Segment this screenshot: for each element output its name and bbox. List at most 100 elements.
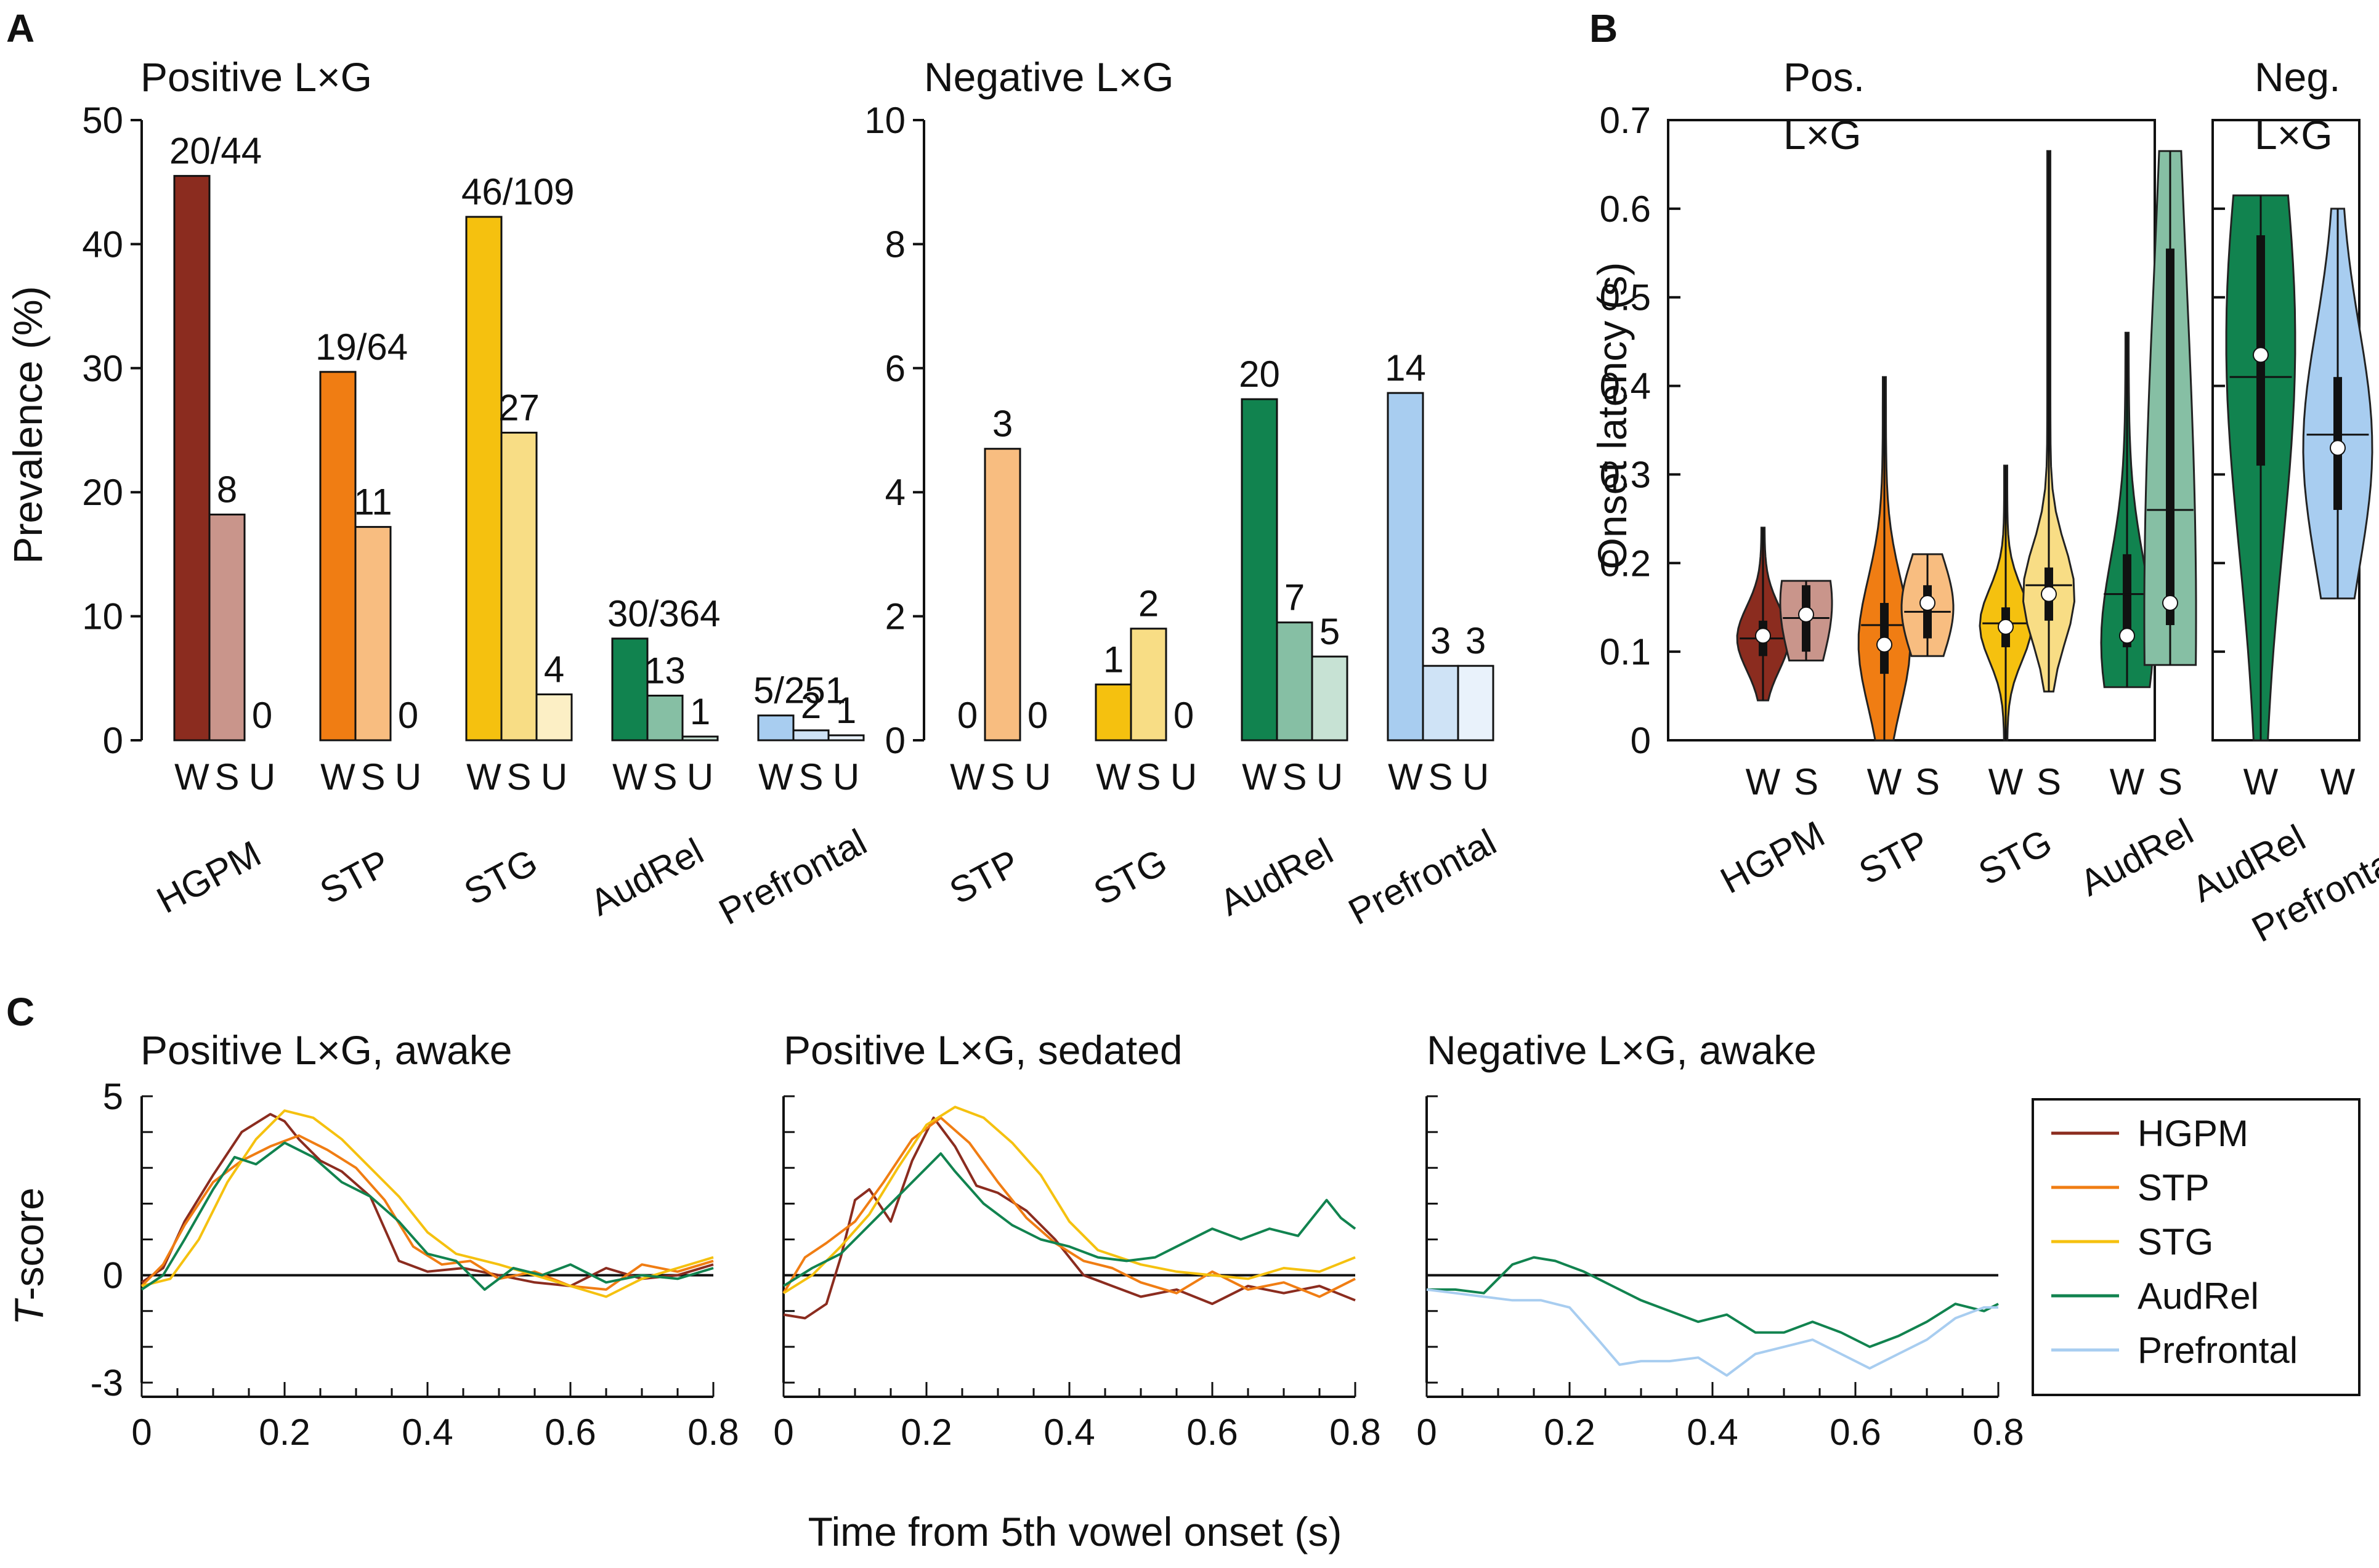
y-tick-label: 8 [885, 224, 906, 265]
panel-b-left-title-line1: Pos. [1783, 54, 1865, 100]
violin-iqr-box [2123, 554, 2131, 647]
condition-tick-label: W [1388, 756, 1423, 798]
line-series-audrel [1427, 1256, 1999, 1348]
panel-a-positive-title: Positive L×G [140, 54, 372, 100]
condition-tick-label: U [249, 756, 275, 798]
x-tick-label: 0.4 [1687, 1412, 1738, 1453]
violin-mean-dot [2162, 595, 2178, 612]
bar-value-label: 3 [1465, 620, 1486, 661]
bar-value-label: 27 [498, 387, 540, 429]
condition-tick-label: W [320, 756, 355, 798]
condition-tick-label: U [1170, 756, 1197, 798]
bar-prefrontal-u [1457, 665, 1494, 742]
bar-stg-s [500, 432, 538, 742]
x-tick-label: 0.4 [1044, 1412, 1095, 1453]
condition-tick-label: U [687, 756, 713, 798]
violin-mean-dot [1998, 618, 2014, 635]
x-tick-label: 0 [1416, 1412, 1437, 1453]
line-series-hgpm [783, 1116, 1356, 1320]
condition-tick-label: W [758, 756, 793, 798]
condition-tick-label: W [466, 756, 501, 798]
condition-tick-label: S [1915, 761, 1940, 802]
panel-c-line-charts: T-score Time from 5th vowel onset (s) Po… [6, 1027, 2024, 1554]
y-tick-label: 0.5 [1600, 277, 1651, 318]
bar-hgpm-s [208, 513, 246, 742]
y-tick-label: 10 [82, 596, 123, 637]
x-tick-label: 0.6 [1830, 1412, 1881, 1453]
violin-mean-dot [2041, 586, 2057, 602]
condition-tick-label: W [1867, 761, 1902, 802]
bar-value-label: 0 [1173, 695, 1194, 736]
panel-c-sedated-title: Positive L×G, sedated [784, 1027, 1183, 1073]
violin-mean-dot [1876, 636, 1892, 653]
bar-hgpm-w [173, 175, 211, 742]
bar-value-label: 0 [252, 695, 272, 736]
panel-a-negative-title: Negative L×G [924, 54, 1173, 100]
x-tick-label: 0.2 [901, 1412, 952, 1453]
y-tick-label: 0 [103, 1255, 123, 1296]
violin-mean-dot [1755, 628, 1771, 644]
condition-tick-label: S [214, 756, 239, 798]
condition-tick-label: W [1242, 756, 1277, 798]
panel-letter-b: B [1589, 6, 1618, 51]
bar-value-label: 14 [1385, 347, 1426, 389]
bar-value-label: 8 [217, 469, 237, 510]
bar-value-label: 19/64 [315, 326, 408, 368]
bar-stg-w [465, 216, 503, 742]
y-tick-label: 20 [82, 472, 123, 513]
condition-tick-label: S [360, 756, 385, 798]
bar-value-label: 0 [957, 695, 978, 736]
bar-value-label: 4 [544, 649, 564, 690]
x-tick-label: 0 [131, 1412, 152, 1453]
bar-value-label: 5 [1319, 611, 1340, 652]
condition-tick-label: W [612, 756, 647, 798]
bar-prefrontal-s [792, 729, 830, 742]
condition-tick-label: W [1988, 761, 2024, 802]
violin-mean-dot [2119, 628, 2135, 644]
panel-c-negative-title: Negative L×G, awake [1427, 1027, 1817, 1073]
condition-tick-label: U [541, 756, 567, 798]
condition-tick-label: S [506, 756, 531, 798]
y-tick-label: 0.3 [1600, 454, 1651, 495]
condition-tick-label: W [950, 756, 985, 798]
y-tick-label: 4 [885, 472, 906, 513]
panel-a-y-axis-label: Prevalence (%) [5, 286, 51, 564]
condition-tick-label: S [990, 756, 1015, 798]
panel-letter-c: C [6, 990, 34, 1034]
bar-value-label: 2 [801, 685, 821, 726]
bar-value-label: 1 [690, 691, 710, 732]
condition-tick-label: U [395, 756, 421, 798]
line-series-audrel [782, 1152, 1356, 1287]
bar-audrel-s [1276, 621, 1313, 742]
line-series-audrel [140, 1141, 714, 1291]
y-tick-label: 0.6 [1600, 188, 1651, 230]
legend-label-hgpm: HGPM [2138, 1113, 2248, 1154]
bar-value-label: 7 [1284, 577, 1305, 618]
x-tick-label: 0.4 [402, 1412, 453, 1453]
bar-value-label: 11 [354, 482, 392, 523]
condition-tick-label: U [1316, 756, 1343, 798]
y-tick-label: 50 [82, 100, 123, 141]
line-series-prefrontal [1426, 1288, 1998, 1377]
bar-prefrontal-u [827, 734, 865, 742]
legend-label-stp: STP [2138, 1167, 2210, 1208]
x-tick-label: 0 [773, 1412, 793, 1453]
y-tick-label: 40 [82, 224, 123, 265]
line-series-stp [782, 1116, 1356, 1298]
condition-tick-label: W [2243, 761, 2279, 802]
panel-b-right-title-line1: Neg. [2255, 54, 2340, 100]
bar-value-label: 20 [1239, 354, 1280, 395]
x-tick-label: 0.8 [1972, 1412, 2024, 1453]
condition-tick-label: S [798, 756, 823, 798]
bar-value-label: 3 [992, 403, 1013, 445]
y-tick-label: 0.7 [1600, 100, 1651, 141]
condition-tick-label: S [1428, 756, 1453, 798]
condition-tick-label: S [2037, 761, 2061, 802]
violin-iqr-box [2166, 248, 2174, 625]
bar-audrel-w [1241, 398, 1278, 742]
bar-value-label: 2 [1138, 583, 1159, 624]
bar-value-label: 0 [1027, 695, 1048, 736]
x-tick-label: 0.8 [1329, 1412, 1380, 1453]
bar-stp-s [984, 448, 1021, 742]
